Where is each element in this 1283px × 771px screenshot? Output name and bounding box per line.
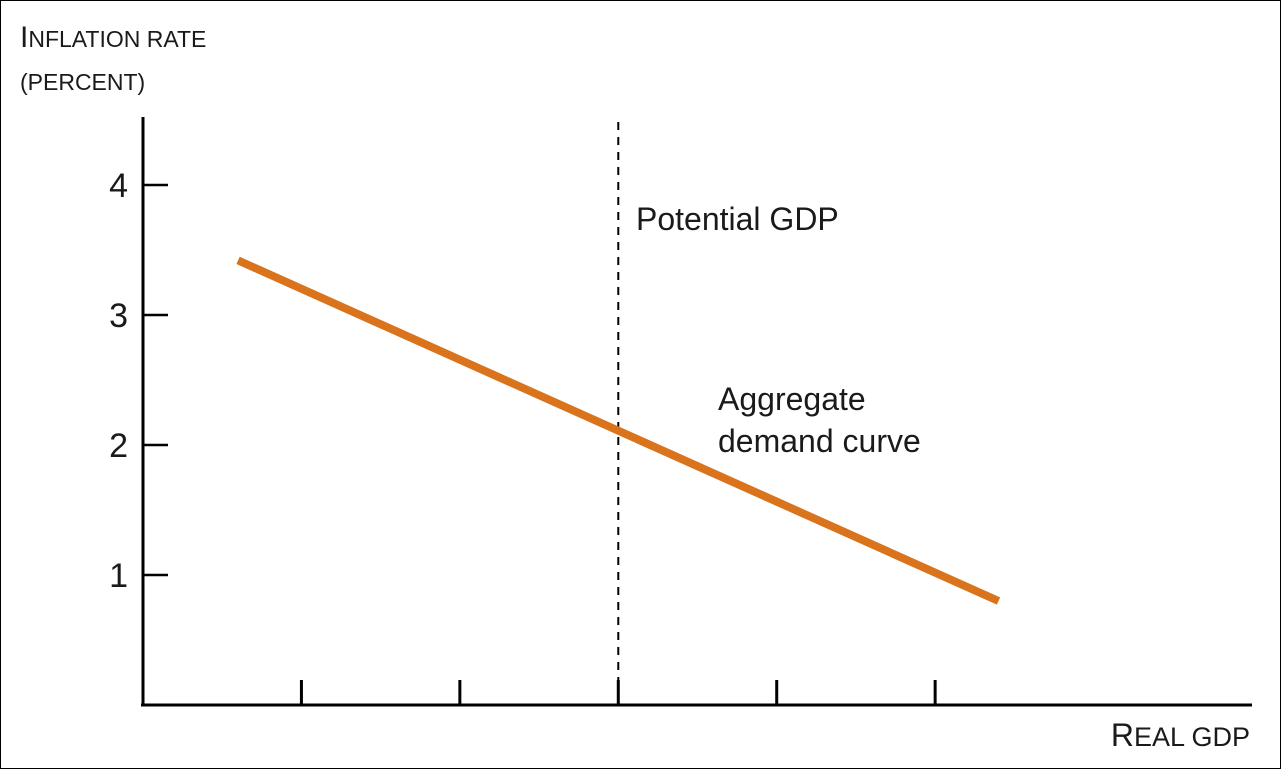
aggregate-demand-label-line1: Aggregate	[718, 381, 866, 417]
aggregate-demand-curve	[236, 256, 1001, 605]
y-axis-title-line1: INFLATION RATE	[20, 21, 206, 54]
aggregate-demand-label-line2: demand curve	[718, 423, 921, 459]
y-tick-label-3: 3	[109, 297, 128, 335]
y-axis-title-line2: (PERCENT)	[20, 69, 145, 95]
y-tick-label-4: 4	[109, 167, 128, 205]
y-tick-label-2: 2	[109, 427, 128, 465]
y-tick-label-1: 1	[109, 557, 128, 595]
potential-gdp-label: Potential GDP	[636, 201, 839, 237]
x-axis-title: REAL GDP	[1111, 717, 1250, 753]
